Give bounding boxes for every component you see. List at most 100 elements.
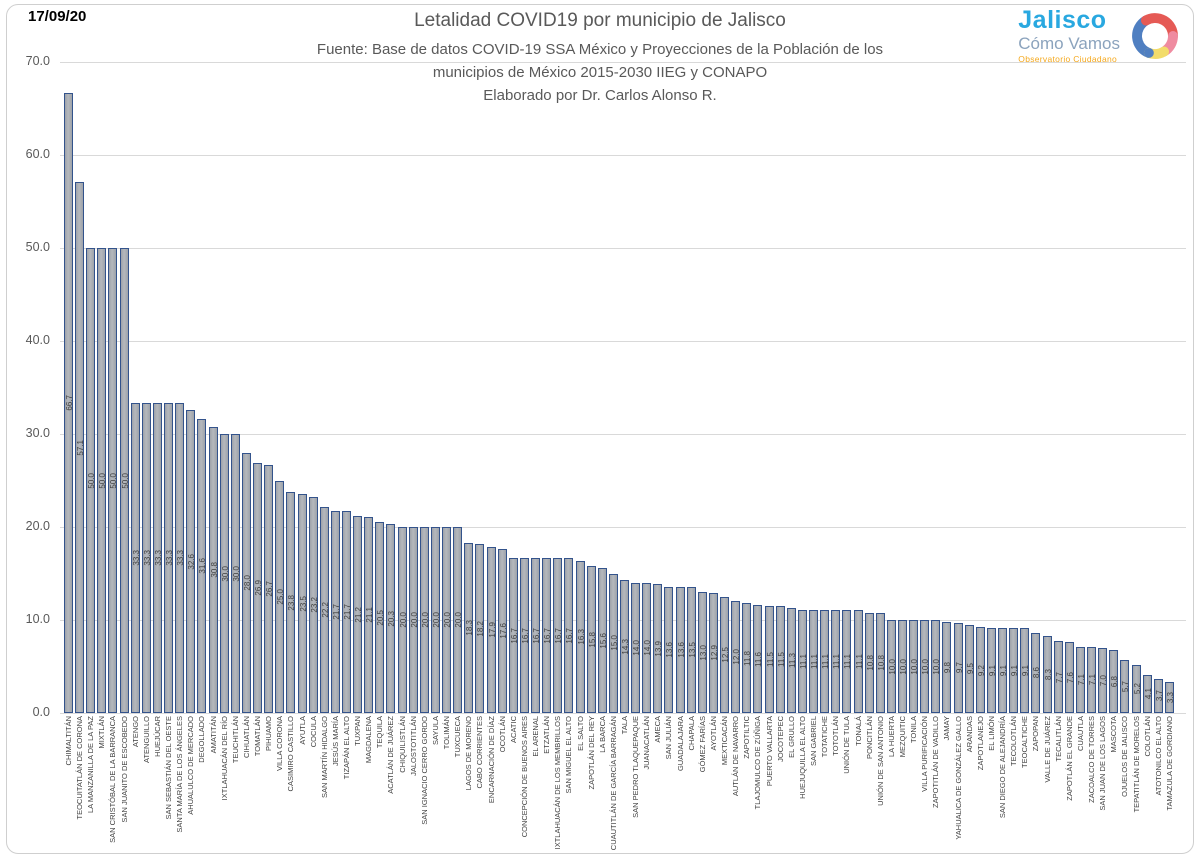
bar: 10.0 <box>920 620 930 713</box>
x-axis-category-label-text: YAHUALICA DE GONZÁLEZ GALLO <box>953 716 963 840</box>
bar: 9.1 <box>986 628 997 713</box>
y-axis-tick-label: 50.0 <box>25 240 50 254</box>
bar-value-label: 11.1 <box>810 653 820 669</box>
bar: 12.9 <box>708 593 719 713</box>
x-axis-category-label: SAN GABRIEL <box>808 716 819 858</box>
bar: 21.7 <box>330 511 341 713</box>
bar: 66.7 <box>64 92 74 713</box>
bar: 16.7 <box>542 557 552 713</box>
x-axis-category-label: ZAPOTILTIC <box>741 716 752 858</box>
bar: 14.0 <box>642 582 652 713</box>
bar-value-label: 9.1 <box>1010 665 1020 677</box>
logo-como-vamos-label: Cómo Vamos <box>1018 34 1120 53</box>
bar: 31.6 <box>197 419 207 713</box>
bar: 3.3 <box>1164 682 1175 713</box>
bar: 28.0 <box>241 452 252 713</box>
x-axis-category-label-text: EL SALTO <box>575 716 585 751</box>
x-axis-category-label: UNIÓN DE TULA <box>841 716 852 858</box>
x-axis-category-label-text: SAN SEBASTIÁN DEL OESTE <box>164 716 174 820</box>
x-axis-category-label-text: IXTLAHUACÁN DEL RÍO <box>219 716 229 801</box>
x-axis-category-label: AMATITÁN <box>208 716 219 858</box>
bar: 17.6 <box>497 549 508 713</box>
x-axis-category-label-text: TEOCUITATLÁN DE CORONA <box>75 716 85 820</box>
x-axis-category-label: AYUTLA <box>297 716 308 858</box>
bar-value-label: 13.0 <box>698 644 708 661</box>
bar: 9.1 <box>1020 628 1030 713</box>
x-axis-category-label-text: VALLE DE JUÁREZ <box>1042 716 1052 783</box>
x-axis-category-label: SAN CRISTÓBAL DE LA BARRANCA <box>107 716 118 858</box>
bar: 10.8 <box>875 612 886 713</box>
bar: 26.7 <box>264 464 275 713</box>
bar-value-label: 14.3 <box>621 638 630 655</box>
bar: 26.9 <box>253 462 263 713</box>
x-axis-category-label: TUXPAN <box>352 716 363 858</box>
x-axis-category-label: JOCOTEPEC <box>775 716 786 858</box>
x-axis-category-label-text: CASIMIRO CASTILLO <box>286 716 296 792</box>
x-axis-category-label: ZAPOTLÁN EL GRANDE <box>1064 716 1075 858</box>
x-axis-category-label-text: JUANACATLÁN <box>642 716 652 770</box>
x-axis-category-label: COLOTLÁN <box>1142 716 1153 858</box>
x-axis-category-label-text: ACATLÁN DE JUÁREZ <box>386 716 396 794</box>
x-axis-category-label-text: CUAUTLA <box>1075 716 1085 752</box>
bar: 33.3 <box>130 403 141 713</box>
bar-value-label: 7.1 <box>1088 674 1098 686</box>
y-gridline <box>60 527 1186 528</box>
bar: 9.2 <box>975 627 986 713</box>
x-axis-category-label-text: CUAUTITLÁN DE GARCÍA BARRAGÁN <box>608 716 618 851</box>
bar-value-label: 13.5 <box>687 642 697 658</box>
bar-value-label: 11.3 <box>787 652 797 668</box>
x-axis-category-label: TEQUILA <box>374 716 385 858</box>
x-axis-category-label: ARANDAS <box>964 716 975 858</box>
bar-value-label: 3.3 <box>1165 692 1175 704</box>
bar-value-label: 14.0 <box>632 640 642 656</box>
x-axis-category-label-text: AYOTLÁN <box>708 716 718 751</box>
bar: 5.2 <box>1131 664 1142 713</box>
bar: 50.0 <box>119 248 130 713</box>
logo-text: Jalisco Cómo Vamos Observatorio Ciudadan… <box>1018 8 1120 64</box>
x-axis-category-label: VILLA CORONA <box>274 716 285 858</box>
x-axis-category-label-text: MEXTICACÁN <box>720 716 730 766</box>
x-axis-category-label: SAYULA <box>430 716 441 858</box>
bar: 12.5 <box>720 596 730 713</box>
x-axis-category-label: TOLIMÁN <box>441 716 452 858</box>
bar: 30.8 <box>208 426 219 713</box>
x-axis-category-label-text: ACATIC <box>508 716 518 743</box>
bar: 7.0 <box>1098 647 1108 713</box>
x-axis-category-label-text: HUEJÚCAR <box>152 716 162 757</box>
bar-value-label: 10.0 <box>910 658 920 675</box>
bar-value-label: 16.7 <box>554 627 564 644</box>
x-axis-category-label-text: ATENGUILLO <box>141 716 151 763</box>
bar: 20.5 <box>375 522 385 713</box>
bar-value-label: 26.7 <box>265 581 275 597</box>
bar-value-label: 20.0 <box>420 612 430 628</box>
bar-value-label: 20.0 <box>431 612 441 628</box>
x-axis-category-label-text: COLOTLÁN <box>1142 716 1152 757</box>
x-axis-category-label-text: IXTLAHUACÁN DE LOS MEMBRILLOS <box>553 716 563 850</box>
bar-value-label: 5.2 <box>1132 683 1142 695</box>
bar-value-label: 28.0 <box>242 575 252 591</box>
x-axis-category-label-text: AYUTLA <box>297 716 307 745</box>
x-axis-category-label: SAN IGNACIO CERRO GORDO <box>419 716 430 858</box>
x-axis-category-label: TONALÁ <box>853 716 864 858</box>
bar: 20.3 <box>386 524 396 713</box>
x-axis-category-label-text: JOCOTEPEC <box>775 716 785 762</box>
bar: 6.8 <box>1109 649 1119 713</box>
x-axis-category-label: LA HUERTA <box>886 716 897 858</box>
x-axis-category-label-text: MASCOTA <box>1109 716 1119 753</box>
x-axis-category-label: OCOTLÁN <box>497 716 508 858</box>
bar-value-label: 23.5 <box>298 595 308 612</box>
bar-value-label: 18.2 <box>476 620 486 637</box>
bar: 22.2 <box>319 506 330 713</box>
bar-value-label: 33.3 <box>131 550 141 566</box>
bar-value-label: 16.7 <box>509 627 519 644</box>
x-axis-category-label-text: ETZATLÁN <box>542 716 552 754</box>
x-axis-category-label-text: LAGOS DE MORENO <box>464 716 474 791</box>
x-axis-category-label: PUERTO VALLARTA <box>764 716 775 858</box>
x-axis-category-label-text: TEOCALTICHE <box>1020 716 1030 768</box>
y-axis-tick-label: 0.0 <box>32 705 50 719</box>
x-axis-category-label: TOTOTLÁN <box>830 716 841 858</box>
y-axis-tick-label: 60.0 <box>25 147 50 161</box>
bar-value-label: 22.2 <box>320 601 330 618</box>
bar: 30.0 <box>219 434 230 713</box>
bar-value-label: 7.1 <box>1076 674 1086 686</box>
